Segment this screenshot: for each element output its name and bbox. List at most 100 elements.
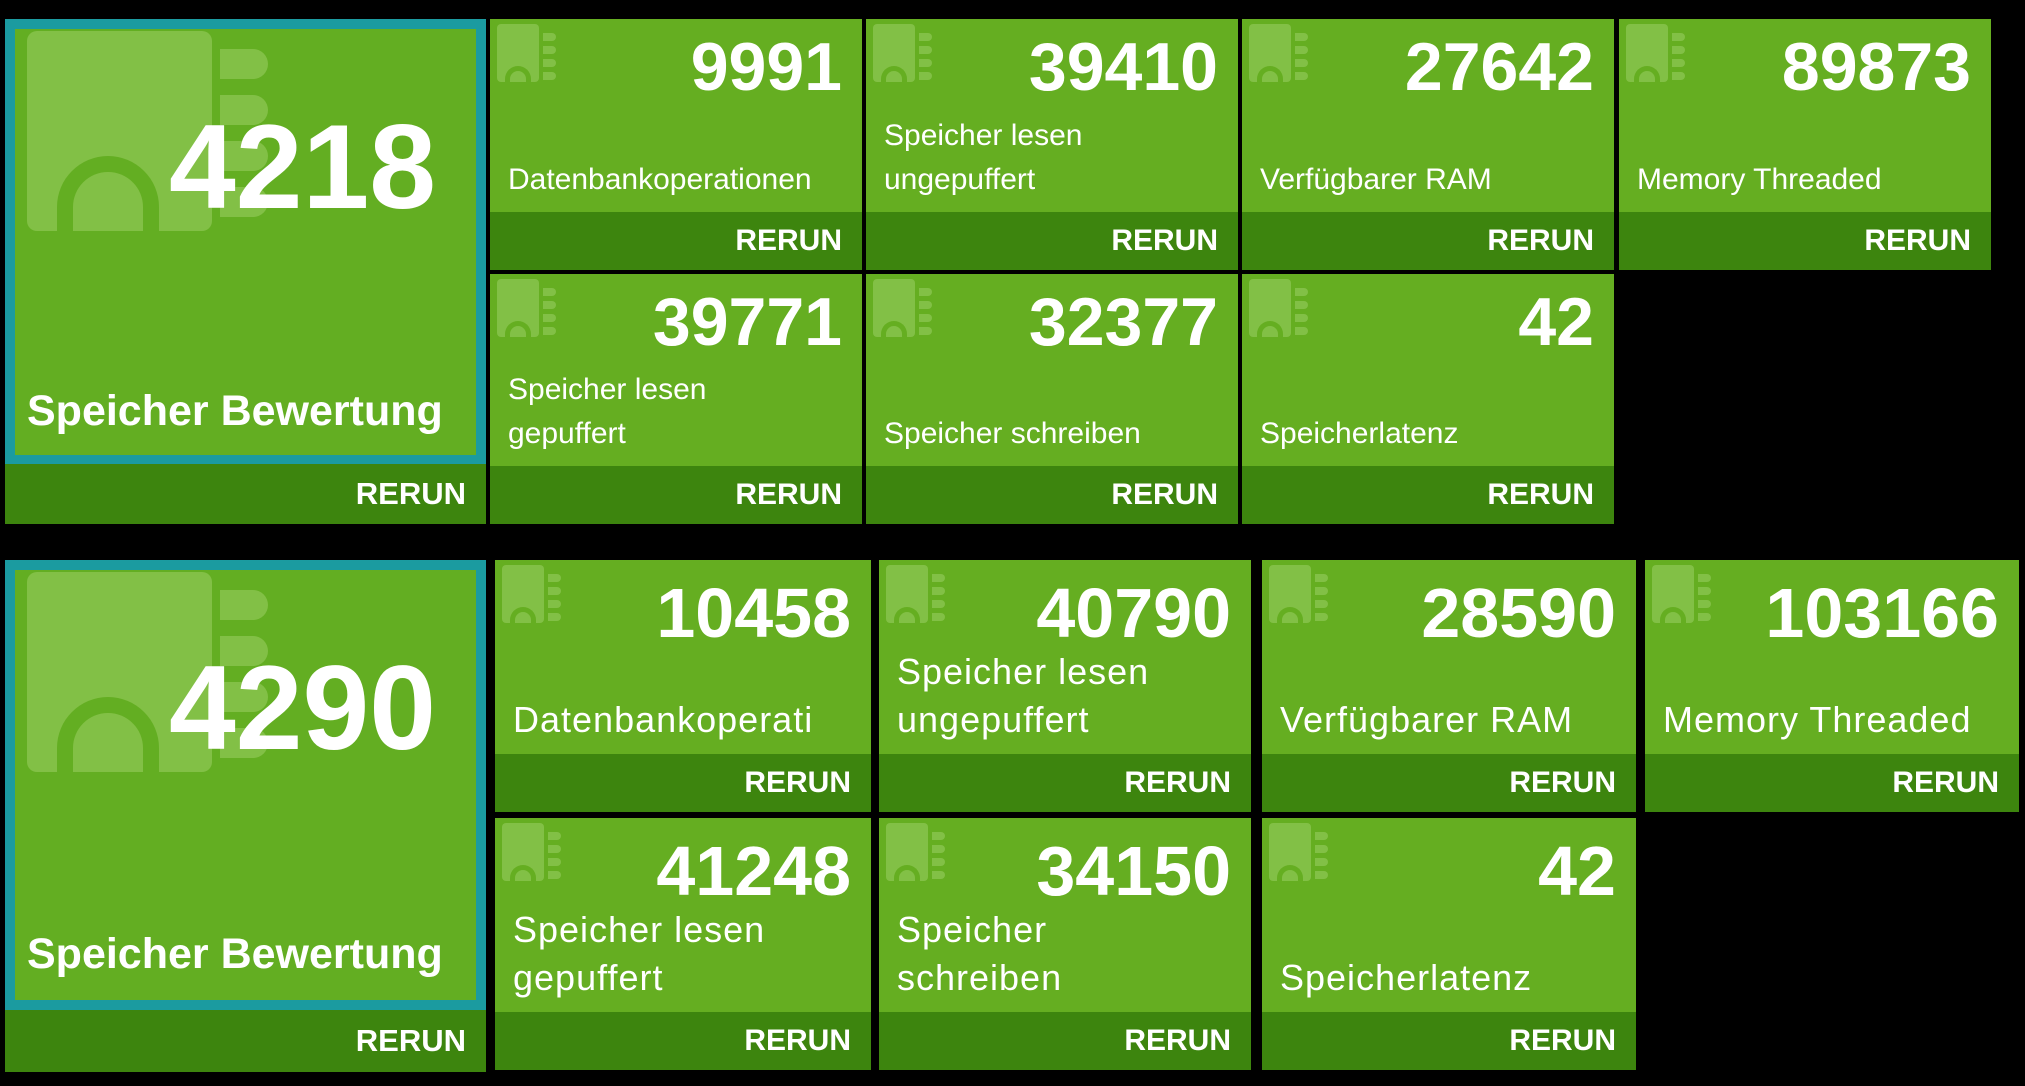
benchmark-tile-speicher-lesen-gepuffert: 39771 Speicher lesen gepuffert RERUN: [490, 274, 862, 524]
memory-chip-icon: [502, 823, 544, 882]
memory-score-panel: 4218 Speicher Bewertung: [15, 29, 476, 455]
benchmark-score: 41248: [656, 832, 851, 910]
rerun-button[interactable]: RERUN: [1262, 754, 1636, 812]
benchmark-tile-speicher-lesen-ungepuffert: 40790 Speicher lesen ungepuffert RERUN: [879, 560, 1251, 812]
benchmark-score: 39771: [652, 284, 842, 360]
benchmark-label: ungepuffert: [884, 163, 1036, 196]
memory-chip-icon: [886, 565, 928, 624]
memory-pins-icon: [220, 49, 280, 249]
memory-pins-icon: [548, 574, 562, 626]
benchmark-label: Speicherlatenz: [1260, 417, 1459, 450]
benchmark-label: Speicher lesen: [884, 119, 1083, 152]
rerun-button[interactable]: RERUN: [1262, 1012, 1636, 1070]
benchmark-score: 89873: [1781, 29, 1971, 105]
memory-chip-icon: [1652, 565, 1694, 624]
benchmark-score: 42: [1538, 832, 1616, 910]
benchmark-tile-speicher-lesen-gepuffert: 41248 Speicher lesen gepuffert RERUN: [495, 818, 871, 1070]
memory-pins-icon: [220, 590, 280, 790]
memory-pins-icon: [1295, 288, 1309, 340]
benchmark-tile-speicherlatenz: 42 Speicherlatenz RERUN: [1242, 274, 1614, 524]
benchmark-label: schreiben: [897, 957, 1063, 998]
memory-chip-icon: [1249, 24, 1291, 83]
memory-score-panel: 4290 Speicher Bewertung: [15, 570, 476, 1000]
rerun-button[interactable]: RERUN: [5, 1010, 486, 1072]
benchmark-score: 40790: [1036, 574, 1231, 652]
benchmark-tile-memory-threaded: 103166 Memory Threaded RERUN: [1645, 560, 2019, 812]
memory-score-face: 4290 Speicher Bewertung: [5, 560, 486, 1010]
rerun-button[interactable]: RERUN: [1242, 466, 1614, 524]
benchmark-tile-speicher-lesen-ungepuffert: 39410 Speicher lesen ungepuffert RERUN: [866, 19, 1238, 270]
memory-pins-icon: [932, 832, 946, 884]
rerun-button[interactable]: RERUN: [879, 1012, 1251, 1070]
benchmark-label: Datenbankoperationen: [508, 163, 812, 196]
memory-pins-icon: [548, 832, 562, 884]
memory-chip-icon: [1249, 279, 1291, 338]
memory-pins-icon: [543, 288, 557, 340]
memory-score-value: 4218: [169, 100, 436, 234]
rerun-button[interactable]: RERUN: [1242, 212, 1614, 270]
memory-pins-icon: [1315, 832, 1329, 884]
memory-chip-icon: [873, 24, 915, 83]
memory-pins-icon: [1295, 33, 1309, 85]
memory-score-tile: 4218 Speicher Bewertung RERUN: [5, 19, 486, 524]
rerun-button[interactable]: RERUN: [866, 212, 1238, 270]
memory-chip-icon: [1269, 565, 1311, 624]
memory-chip-icon: [497, 24, 539, 83]
benchmark-tile-datenbankoperationen: 9991 Datenbankoperationen RERUN: [490, 19, 862, 270]
benchmark-score: 27642: [1404, 29, 1594, 105]
memory-pins-icon: [932, 574, 946, 626]
benchmark-results-run-2: 4290 Speicher Bewertung RERUN 10458 Date…: [0, 555, 2025, 1086]
memory-chip-icon: [502, 565, 544, 624]
benchmark-score: 42: [1518, 284, 1594, 360]
rerun-button[interactable]: RERUN: [1619, 212, 1991, 270]
memory-score-face: 4218 Speicher Bewertung: [5, 19, 486, 465]
benchmark-label: gepuffert: [508, 417, 626, 450]
benchmark-label: Speicher lesen: [897, 651, 1150, 692]
memory-pins-icon: [919, 33, 933, 85]
benchmark-label: Memory Threaded: [1637, 163, 1882, 196]
memory-score-tile: 4290 Speicher Bewertung RERUN: [5, 560, 486, 1072]
rerun-button[interactable]: RERUN: [5, 464, 486, 524]
memory-pins-icon: [919, 288, 933, 340]
benchmark-tile-verfuegbarer-ram: 27642 Verfügbarer RAM RERUN: [1242, 19, 1614, 270]
benchmark-label: Speicherlatenz: [1280, 957, 1533, 998]
benchmark-score: 32377: [1028, 284, 1218, 360]
benchmark-score: 34150: [1036, 832, 1231, 910]
rerun-button[interactable]: RERUN: [866, 466, 1238, 524]
benchmark-label: Speicher schreiben: [884, 417, 1141, 450]
benchmark-label: ungepuffert: [897, 699, 1090, 740]
memory-chip-icon: [1269, 823, 1311, 882]
memory-chip-icon: [873, 279, 915, 338]
benchmark-label: Verfügbarer RAM: [1280, 699, 1574, 740]
benchmark-label: Speicher: [897, 909, 1048, 950]
benchmark-tile-speicherlatenz: 42 Speicherlatenz RERUN: [1262, 818, 1636, 1070]
benchmark-tile-speicher-schreiben: 32377 Speicher schreiben RERUN: [866, 274, 1238, 524]
benchmark-label: Speicher lesen: [513, 909, 766, 950]
benchmark-label: Datenbankoperati: [513, 699, 814, 740]
memory-chip-icon: [27, 572, 212, 773]
memory-chip-icon: [497, 279, 539, 338]
rerun-button[interactable]: RERUN: [495, 1012, 871, 1070]
rerun-button[interactable]: RERUN: [1645, 754, 2019, 812]
memory-chip-icon: [886, 823, 928, 882]
rerun-button[interactable]: RERUN: [490, 466, 862, 524]
memory-chip-icon: [1626, 24, 1668, 83]
memory-chip-icon: [27, 31, 212, 232]
benchmark-tile-speicher-schreiben: 34150 Speicher schreiben RERUN: [879, 818, 1251, 1070]
rerun-button[interactable]: RERUN: [879, 754, 1251, 812]
memory-score-label: Speicher Bewertung: [27, 930, 443, 978]
benchmark-tile-datenbankoperati: 10458 Datenbankoperati RERUN: [495, 560, 871, 812]
benchmark-score: 39410: [1028, 29, 1218, 105]
benchmark-score: 10458: [656, 574, 851, 652]
benchmark-tile-verfuegbarer-ram: 28590 Verfügbarer RAM RERUN: [1262, 560, 1636, 812]
benchmark-score: 103166: [1765, 574, 1999, 652]
benchmark-label: gepuffert: [513, 957, 664, 998]
memory-pins-icon: [1698, 574, 1712, 626]
benchmark-label: Memory Threaded: [1663, 699, 1972, 740]
memory-pins-icon: [1315, 574, 1329, 626]
memory-pins-icon: [1672, 33, 1686, 85]
rerun-button[interactable]: RERUN: [495, 754, 871, 812]
rerun-button[interactable]: RERUN: [490, 212, 862, 270]
memory-pins-icon: [543, 33, 557, 85]
benchmark-label: Speicher lesen: [508, 373, 707, 406]
